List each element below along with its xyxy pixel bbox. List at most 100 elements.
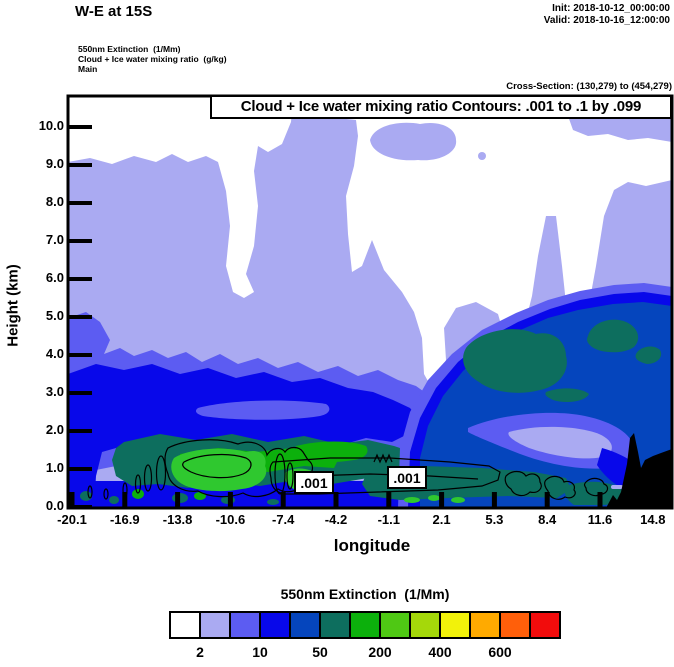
y-tick-label-3.0: 3.0 (45, 384, 64, 399)
x-tick-label--13.8: -13.8 (162, 512, 193, 527)
colorbar-cell-0 (169, 611, 201, 639)
y-inner-tick (68, 353, 92, 357)
y-inner-tick (68, 467, 92, 471)
y-inner-tick (68, 391, 92, 395)
colorbar-border (169, 611, 561, 639)
x-inner-tick (386, 492, 392, 508)
colorbar-label-600: 600 (488, 644, 512, 660)
haze-dot (478, 152, 486, 160)
surface-green-bit-3 (451, 497, 465, 503)
plume-core-bright (171, 448, 267, 492)
colorbar-label-400: 400 (428, 644, 452, 660)
valid-time-label: Valid: 2018-10-16_12:00:00 (543, 15, 670, 26)
swirl-dash (611, 485, 623, 489)
x-inner-tick (280, 492, 286, 508)
colorbar-label-10: 10 (252, 644, 268, 660)
x-tick-label--7.4: -7.4 (271, 512, 295, 527)
x-inner-tick (333, 492, 339, 508)
y-tick-label-9.0: 9.0 (45, 156, 64, 171)
east-plume-teal-streak (545, 388, 589, 402)
y-inner-tick (68, 239, 92, 243)
contour-info-banner: Cloud + Ice water mixing ratio Contours:… (210, 95, 672, 119)
surface-spot (267, 499, 279, 505)
colorbar-cell-5 (319, 611, 351, 639)
contour-label: .001 (393, 470, 420, 486)
y-tick-label-1.0: 1.0 (45, 460, 64, 475)
colorbar-cell-6 (349, 611, 381, 639)
y-inner-tick (68, 163, 92, 167)
y-tick-label-7.0: 7.0 (45, 232, 64, 247)
haze-blob-upper (370, 122, 457, 161)
y-tick-label-10.0: 10.0 (38, 118, 64, 133)
y-axis-title: Height (km) (4, 264, 22, 347)
colorbar-cell-10 (469, 611, 501, 639)
colorbar-cells (169, 611, 561, 639)
y-inner-tick (68, 277, 92, 281)
contour-label-box-1: .001 (294, 471, 334, 494)
x-inner-tick (491, 492, 497, 508)
surface-teal-blob-east (564, 481, 624, 505)
x-tick-label--10.6: -10.6 (215, 512, 246, 527)
x-tick-label--4.2: -4.2 (324, 512, 348, 527)
init-time-label: Init: 2018-10-12_00:00:00 (552, 3, 670, 14)
surface-green-spot (132, 489, 144, 499)
colorbar-title: 550nm Extinction (1/Mm) (280, 586, 450, 602)
plume-green-streak-2 (296, 441, 368, 463)
colorbar (169, 611, 561, 639)
surface-spot (109, 496, 119, 504)
y-tick-label-6.0: 6.0 (45, 270, 64, 285)
contour-label-box-2: .001 (387, 466, 427, 489)
x-inner-tick (439, 492, 445, 508)
colorbar-cell-1 (199, 611, 231, 639)
cross-section-coords: Cross-Section: (130,279) to (454,279) (506, 81, 672, 92)
x-inner-tick (227, 492, 233, 508)
smoke-layer-50-west (68, 364, 418, 508)
colorbar-cell-7 (379, 611, 411, 639)
contour-label: .001 (300, 475, 327, 491)
x-tick-label-2.1: 2.1 (432, 512, 451, 527)
x-tick-label--16.9: -16.9 (109, 512, 140, 527)
clear-air-region-west (68, 96, 293, 298)
surface-green-bit-2 (428, 495, 440, 501)
x-inner-tick (175, 492, 181, 508)
colorbar-cell-12 (529, 611, 561, 639)
colorbar-label-2: 2 (196, 644, 204, 660)
y-tick-label-4.0: 4.0 (45, 346, 64, 361)
swirl-core (508, 426, 612, 459)
y-inner-tick (68, 201, 92, 205)
y-tick-label-0.0: 0.0 (45, 498, 64, 513)
surface-spot (80, 491, 92, 501)
cross-section-plot: .001 .001 (66, 94, 674, 510)
y-tick-label-5.0: 5.0 (45, 308, 64, 323)
x-axis-title: longitude (333, 536, 411, 555)
inner-light-streak (195, 400, 330, 420)
y-tick-label-2.0: 2.0 (45, 422, 64, 437)
colorbar-label-200: 200 (368, 644, 392, 660)
x-inner-tick (122, 492, 128, 508)
terrain-silhouette (606, 433, 672, 508)
y-inner-tick (68, 429, 92, 433)
colorbar-cell-3 (259, 611, 291, 639)
x-tick-label-8.4: 8.4 (538, 512, 557, 527)
x-inner-tick (69, 492, 75, 508)
east-plume-teal-core-1 (463, 329, 567, 393)
x-inner-tick (650, 492, 656, 508)
y-inner-tick (68, 315, 92, 319)
east-plume-teal-core-3 (635, 346, 662, 364)
axis-tick-marks (68, 125, 656, 509)
colorbar-cell-9 (439, 611, 471, 639)
x-tick-label--20.1: -20.1 (57, 512, 87, 527)
x-tick-label-14.8: 14.8 (640, 512, 666, 527)
y-tick-label-8.0: 8.0 (45, 194, 64, 209)
x-inner-tick (544, 492, 550, 508)
east-plume-teal-core-2 (587, 319, 639, 353)
colorbar-cell-4 (289, 611, 321, 639)
surface-green-spot (194, 492, 206, 500)
surface-green-bit-1 (404, 497, 420, 503)
field-name-cloud-ice: Cloud + Ice water mixing ratio (g/kg) (78, 54, 227, 64)
page-title: W-E at 15S (75, 3, 153, 20)
field-name-domain: Main (78, 64, 98, 74)
x-tick-label-11.6: 11.6 (587, 512, 613, 527)
x-inner-tick (597, 492, 603, 508)
